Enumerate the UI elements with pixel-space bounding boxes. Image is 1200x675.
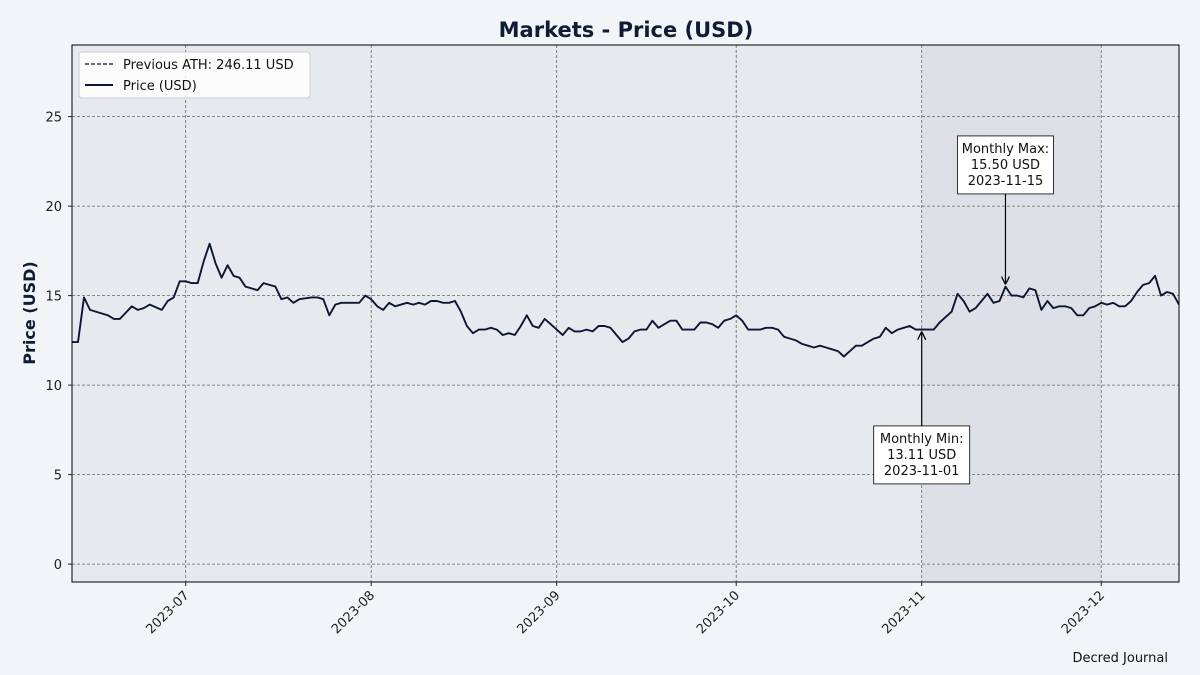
highlight-band-november xyxy=(921,45,1102,582)
x-tick-label: 2023-10 xyxy=(694,588,743,637)
y-tick-label: 20 xyxy=(45,200,62,215)
annotation-text: 15.50 USD xyxy=(971,158,1040,173)
legend-label-ath: Previous ATH: 246.11 USD xyxy=(123,58,294,73)
y-tick-label: 0 xyxy=(54,558,62,573)
x-tick-label: 2023-09 xyxy=(514,588,563,637)
y-tick-label: 25 xyxy=(45,111,62,126)
x-tick-label: 2023-11 xyxy=(880,588,929,637)
annotation-text: 2023-11-15 xyxy=(968,174,1044,189)
legend-label-price: Price (USD) xyxy=(123,79,197,94)
price-line xyxy=(72,242,1179,358)
annotation-text: 13.11 USD xyxy=(887,448,956,463)
legend-box xyxy=(78,51,311,99)
annotation-text: 2023-11-01 xyxy=(884,464,960,479)
chart-title: Markets - Price (USD) xyxy=(499,18,754,42)
grid xyxy=(72,45,1179,582)
annotation-box xyxy=(957,135,1054,195)
y-tick-label: 5 xyxy=(54,469,62,484)
annotation-text: Monthly Max: xyxy=(962,142,1049,157)
y-axis-label: Price (USD) xyxy=(20,261,39,364)
x-tick-label: 2023-12 xyxy=(1059,588,1108,637)
x-tick-label: 2023-07 xyxy=(143,588,192,637)
y-tick-label: 15 xyxy=(45,290,62,305)
y-tick-label: 10 xyxy=(45,379,62,394)
legend: Previous ATH: 246.11 USD Price (USD) xyxy=(78,51,311,99)
annotation-text: Monthly Min: xyxy=(880,432,964,447)
x-tick-label: 2023-08 xyxy=(329,588,378,637)
credit-text: Decred Journal xyxy=(1072,651,1168,666)
plot-frame xyxy=(71,44,1180,583)
annotation-box xyxy=(873,425,971,485)
